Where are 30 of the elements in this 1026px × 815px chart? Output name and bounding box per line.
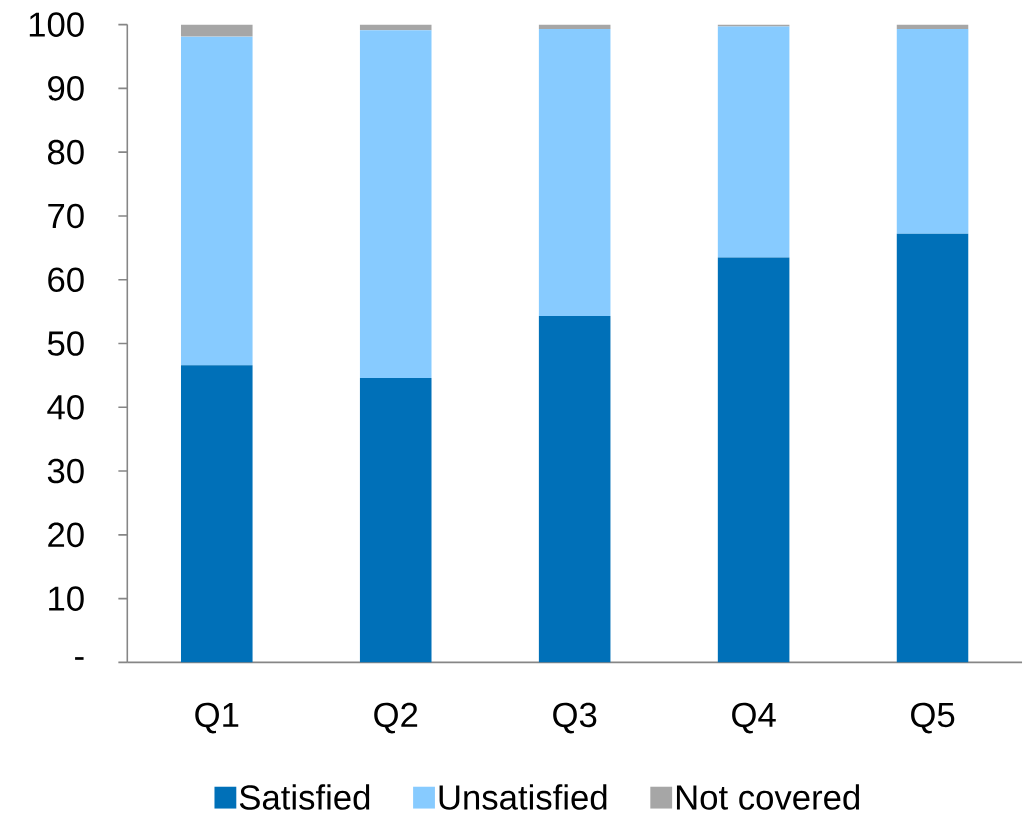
y-tick-label: 30 — [47, 458, 84, 484]
y-tick-label: 70 — [48, 203, 84, 229]
bar — [538, 315, 611, 663]
y-tick-label: 10 — [49, 586, 84, 611]
y-tick-label: - — [75, 656, 84, 660]
bar — [180, 24, 253, 37]
legend-label: Unsatisfied — [439, 784, 607, 810]
x-tick-label: Q1 — [195, 702, 239, 734]
legend-label: Satisfied — [239, 784, 370, 810]
x-tick-label: Q5 — [911, 702, 955, 734]
x-tick-label: Q3 — [553, 702, 597, 734]
bar — [717, 257, 790, 663]
x-tick-label: Q4 — [732, 702, 776, 734]
bar — [180, 365, 253, 663]
bar — [180, 36, 253, 366]
y-tick-label: 60 — [48, 267, 84, 292]
bar — [896, 28, 969, 234]
y-tick-label: 90 — [48, 75, 84, 101]
y-tick-label: 100 — [29, 12, 84, 37]
bar — [359, 377, 432, 663]
legend-label: Not covered — [676, 784, 860, 810]
y-tick-label: 80 — [48, 139, 84, 165]
y-tick-label: 50 — [47, 331, 84, 356]
bar — [896, 233, 969, 663]
bar — [359, 30, 432, 378]
bar — [717, 26, 790, 258]
y-tick-label: 20 — [48, 522, 84, 547]
x-tick-label: Q2 — [374, 702, 418, 734]
y-tick-label: 40 — [47, 394, 84, 420]
bar — [538, 28, 611, 316]
